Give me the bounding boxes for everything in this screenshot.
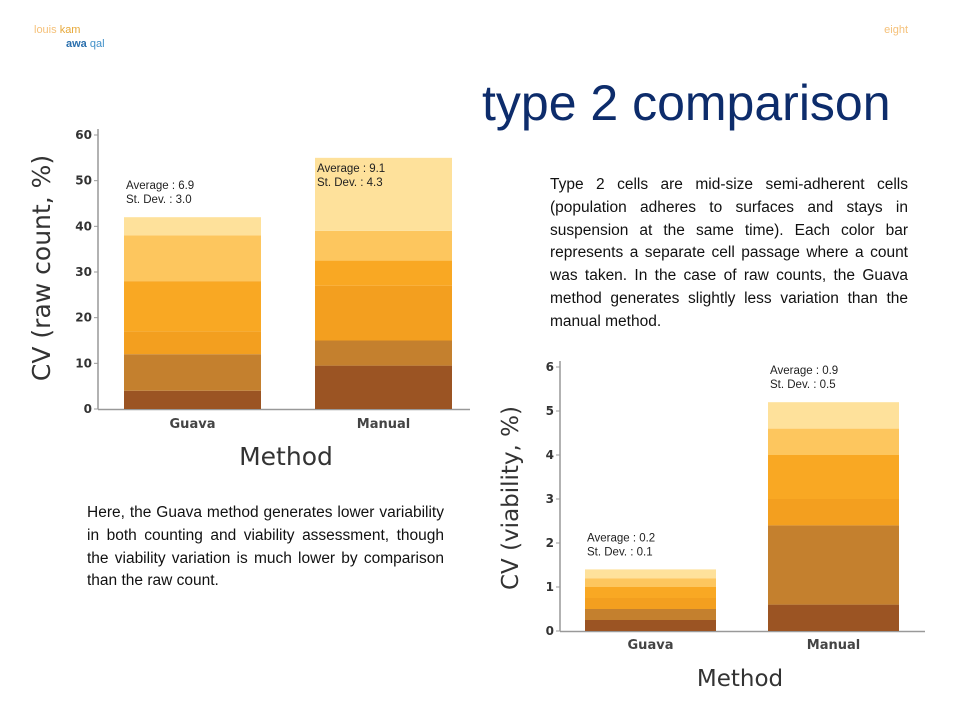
bar-segment-manual-4	[768, 455, 899, 499]
header-page-label: eight	[884, 24, 908, 36]
bar-segment-manual-3	[768, 499, 899, 526]
y-tick-label: 1	[546, 580, 554, 594]
y-tick-label: 0	[84, 402, 92, 416]
y-axis-title: CV (viability, %)	[498, 406, 524, 590]
bar-segment-guava-6	[124, 217, 261, 236]
y-tick-label: 40	[75, 219, 92, 233]
header-author: louis kam	[34, 24, 80, 36]
y-tick-label: 6	[546, 360, 554, 374]
conclusion-paragraph: Here, the Guava method generates lower v…	[87, 504, 444, 590]
annotation-average-manual: Average : 9.1	[317, 163, 385, 175]
y-tick-label: 10	[75, 356, 92, 370]
header-subtitle-b: qal	[89, 38, 105, 50]
x-category-label-manual: Manual	[357, 417, 410, 432]
x-axis-title: Method	[697, 666, 783, 692]
slide-title: type 2 comparison	[482, 75, 891, 131]
x-category-label-guava: Guava	[628, 638, 674, 653]
bar-segment-manual-2	[315, 340, 452, 366]
y-tick-label: 20	[75, 311, 92, 325]
bar-segment-manual-5	[768, 428, 899, 455]
annotation-stdev-guava: St. Dev. : 3.0	[126, 194, 192, 206]
y-tick-label: 0	[546, 624, 554, 638]
bar-segment-guava-1	[124, 390, 261, 409]
y-axis-title: CV (raw count, %)	[27, 155, 56, 381]
bar-segment-manual-1	[768, 604, 899, 631]
header-subtitle: awa qal	[66, 38, 105, 50]
annotation-stdev-manual: St. Dev. : 4.3	[317, 177, 383, 189]
annotation-stdev-manual: St. Dev. : 0.5	[770, 379, 836, 391]
x-axis-title: Method	[239, 442, 333, 471]
header-subtitle-a: awa	[66, 38, 87, 50]
bar-segment-manual-1	[315, 365, 452, 409]
annotation-average-manual: Average : 0.9	[770, 365, 838, 377]
bar-segment-guava-6	[585, 569, 716, 579]
bar-segment-manual-6	[315, 157, 452, 231]
y-tick-label: 2	[546, 536, 554, 550]
bar-segment-guava-3	[124, 331, 261, 355]
bar-segment-manual-3	[315, 285, 452, 341]
bar-segment-guava-3	[585, 598, 716, 609]
x-category-label-guava: Guava	[170, 417, 216, 432]
y-tick-label: 50	[75, 174, 92, 188]
y-tick-label: 5	[546, 404, 554, 418]
header-author-last: kam	[59, 24, 81, 36]
y-tick-label: 30	[75, 265, 92, 279]
bar-segment-guava-5	[124, 235, 261, 282]
bar-segment-manual-4	[315, 260, 452, 286]
bar-segment-guava-1	[585, 620, 716, 631]
bar-segment-guava-4	[585, 587, 716, 598]
annotation-average-guava: Average : 6.9	[126, 180, 194, 192]
header-author-first: louis	[34, 24, 57, 36]
bar-segment-guava-2	[585, 609, 716, 620]
bar-segment-manual-6	[768, 402, 899, 429]
y-tick-label: 3	[546, 492, 554, 506]
bar-segment-guava-4	[124, 281, 261, 332]
description-paragraph: Type 2 cells are mid-size semi-adherent …	[550, 176, 908, 330]
bar-segment-manual-5	[315, 230, 452, 261]
bar-segment-guava-5	[585, 578, 716, 587]
annotation-stdev-guava: St. Dev. : 0.1	[587, 546, 653, 558]
bar-segment-guava-2	[124, 354, 261, 391]
x-category-label-manual: Manual	[807, 638, 860, 653]
y-tick-label: 60	[75, 128, 92, 142]
y-tick-label: 4	[546, 448, 554, 462]
bar-segment-manual-2	[768, 525, 899, 605]
annotation-average-guava: Average : 0.2	[587, 532, 655, 544]
